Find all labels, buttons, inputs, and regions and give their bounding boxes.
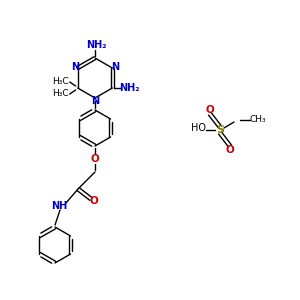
Text: NH₂: NH₂ xyxy=(119,83,140,93)
Text: O: O xyxy=(91,154,99,164)
Text: N: N xyxy=(111,61,119,71)
Text: NH: NH xyxy=(51,201,67,211)
Text: NH₂: NH₂ xyxy=(86,40,106,50)
Text: O: O xyxy=(90,196,98,206)
Text: HO: HO xyxy=(190,123,206,133)
Text: O: O xyxy=(226,145,234,155)
Text: H₃C: H₃C xyxy=(52,77,69,86)
Text: CH₃: CH₃ xyxy=(250,116,266,124)
Text: N: N xyxy=(71,61,79,71)
Text: H₃C: H₃C xyxy=(52,89,69,98)
Text: O: O xyxy=(206,105,214,115)
Text: N: N xyxy=(91,96,99,106)
Text: S: S xyxy=(216,125,224,135)
